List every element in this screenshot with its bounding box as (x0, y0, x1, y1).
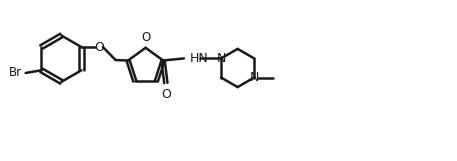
Text: HN: HN (190, 52, 208, 65)
Text: Br: Br (8, 66, 21, 80)
Text: N: N (217, 52, 226, 65)
Text: O: O (161, 88, 171, 101)
Text: O: O (141, 31, 150, 44)
Text: N: N (250, 71, 259, 84)
Text: O: O (94, 41, 104, 54)
